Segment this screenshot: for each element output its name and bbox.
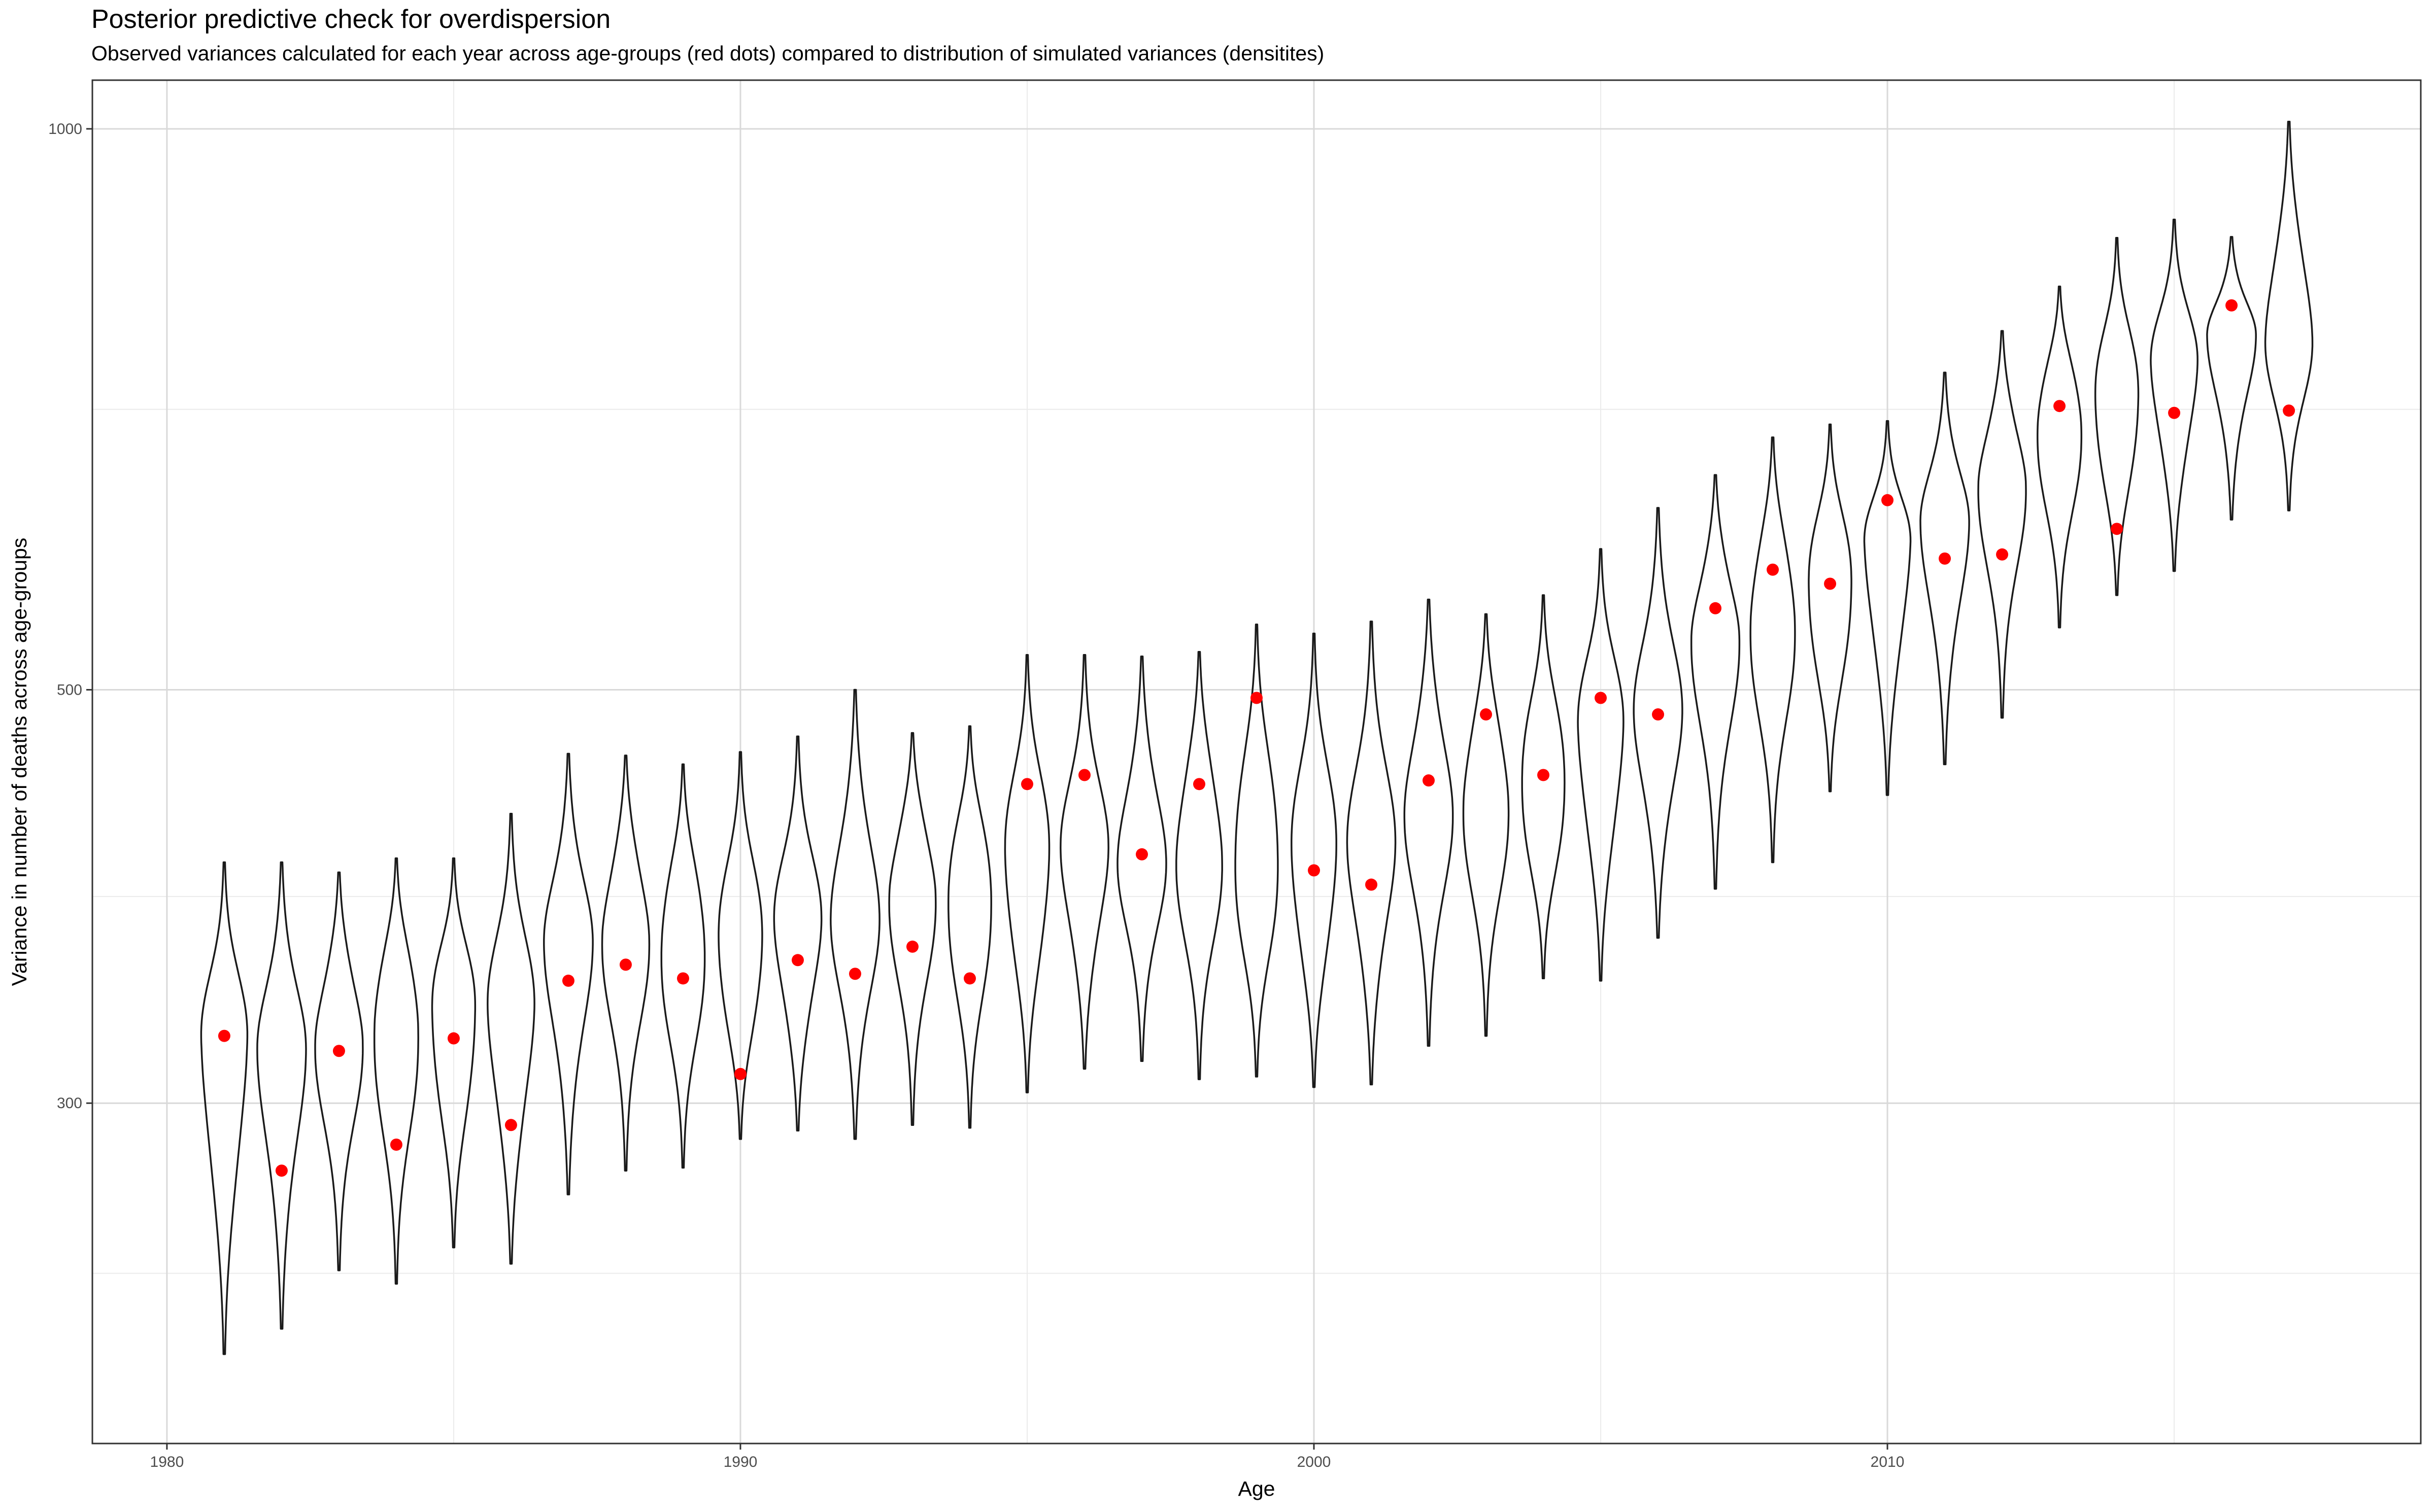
observed-point-2008: [1767, 563, 1779, 576]
chart-title: Posterior predictive check for overdispe…: [91, 5, 611, 34]
observed-point-1995: [1021, 778, 1033, 791]
violin-2013: [2037, 285, 2083, 629]
observed-point-2016: [2225, 299, 2238, 312]
observed-point-1996: [1078, 769, 1091, 781]
violin-1994: [948, 725, 992, 1129]
observed-point-1993: [906, 940, 919, 953]
observed-point-2005: [1595, 692, 1607, 704]
observed-point-1990: [734, 1068, 747, 1080]
observed-point-2007: [1709, 602, 1722, 614]
violin-1986: [487, 812, 535, 1265]
violin-1996: [1060, 654, 1109, 1070]
y-tick-label: 500: [57, 681, 82, 698]
x-tick-label: 2010: [1871, 1454, 1905, 1470]
violin-2009: [1808, 423, 1852, 793]
x-tick-label: 1980: [150, 1454, 184, 1470]
observed-point-2009: [1824, 577, 1837, 590]
violin-2002: [1403, 598, 1454, 1047]
grid-layer: [92, 80, 2421, 1444]
observed-point-2017: [2283, 404, 2295, 417]
observed-point-1994: [963, 972, 976, 985]
y-axis: 300 500 1000: [48, 121, 92, 1112]
violin-1990: [718, 751, 763, 1140]
violin-1987: [543, 752, 594, 1195]
violin-2011: [1919, 371, 1970, 766]
y-tick-label: 300: [57, 1095, 82, 1112]
violin-2015: [2150, 218, 2198, 572]
violin-2007: [1690, 474, 1741, 890]
observed-point-2003: [1480, 708, 1493, 721]
violin-1992: [830, 689, 881, 1140]
observed-point-1984: [390, 1139, 402, 1151]
violin-2014: [2094, 236, 2140, 596]
observed-point-1999: [1250, 692, 1263, 704]
observed-point-1997: [1135, 848, 1148, 861]
observed-point-2012: [1996, 548, 2009, 561]
observed-point-1998: [1193, 778, 1205, 791]
violin-1989: [660, 763, 706, 1169]
violin-2012: [1977, 330, 2027, 719]
observed-point-1991: [791, 954, 804, 967]
violin-1999: [1234, 624, 1279, 1078]
violin-1985: [431, 857, 477, 1249]
observed-point-1982: [275, 1164, 288, 1177]
violin-2001: [1346, 621, 1397, 1086]
observed-point-1985: [447, 1032, 460, 1045]
violin-1984: [373, 857, 419, 1285]
observed-point-2013: [2053, 400, 2066, 413]
violin-2000: [1291, 632, 1337, 1088]
violin-2017: [2264, 120, 2314, 511]
observed-point-2001: [1365, 878, 1378, 891]
observed-point-2015: [2168, 406, 2181, 419]
violin-1997: [1116, 656, 1167, 1062]
violin-1983: [314, 871, 364, 1272]
x-tick-label: 2000: [1297, 1454, 1331, 1470]
observed-point-2010: [1881, 494, 1894, 506]
y-tick-label: 1000: [48, 121, 82, 138]
violin-2016: [2206, 236, 2257, 521]
violin-1982: [256, 861, 307, 1330]
observed-point-2006: [1652, 708, 1665, 721]
x-axis-title: Age: [1238, 1477, 1275, 1500]
violin-2005: [1577, 548, 1625, 982]
observed-point-2004: [1537, 769, 1550, 781]
observed-point-1989: [676, 972, 689, 985]
observed-point-1986: [504, 1119, 517, 1131]
observed-point-1988: [619, 958, 632, 971]
observed-point-1992: [849, 968, 861, 980]
observed-point-2000: [1308, 864, 1321, 877]
violin-2004: [1521, 594, 1566, 980]
x-axis: 1980 1990 2000 2010: [150, 1444, 1905, 1470]
violin-2008: [1749, 436, 1796, 864]
violins-layer: [200, 120, 2314, 1355]
violin-1998: [1175, 650, 1223, 1080]
x-tick-label: 1990: [724, 1454, 758, 1470]
observed-point-1987: [562, 974, 574, 987]
violin-1995: [1004, 654, 1051, 1093]
chart-subtitle: Observed variances calculated for each y…: [91, 42, 1325, 65]
violin-2003: [1462, 613, 1510, 1037]
violin-1993: [888, 732, 937, 1126]
observed-points-layer: [218, 299, 2295, 1177]
violin-1991: [773, 735, 823, 1132]
observed-point-2014: [2111, 523, 2123, 535]
observed-point-2002: [1423, 774, 1435, 787]
violin-2006: [1633, 507, 1683, 939]
observed-point-1983: [332, 1045, 345, 1057]
violin-1988: [601, 754, 651, 1172]
panel-border: [91, 79, 2422, 1445]
violin-1981: [200, 861, 249, 1355]
observed-point-2011: [1939, 552, 1951, 565]
y-axis-title: Variance in number of deaths across age-…: [8, 538, 31, 986]
observed-point-1981: [218, 1029, 230, 1042]
violin-2010: [1863, 420, 1912, 796]
